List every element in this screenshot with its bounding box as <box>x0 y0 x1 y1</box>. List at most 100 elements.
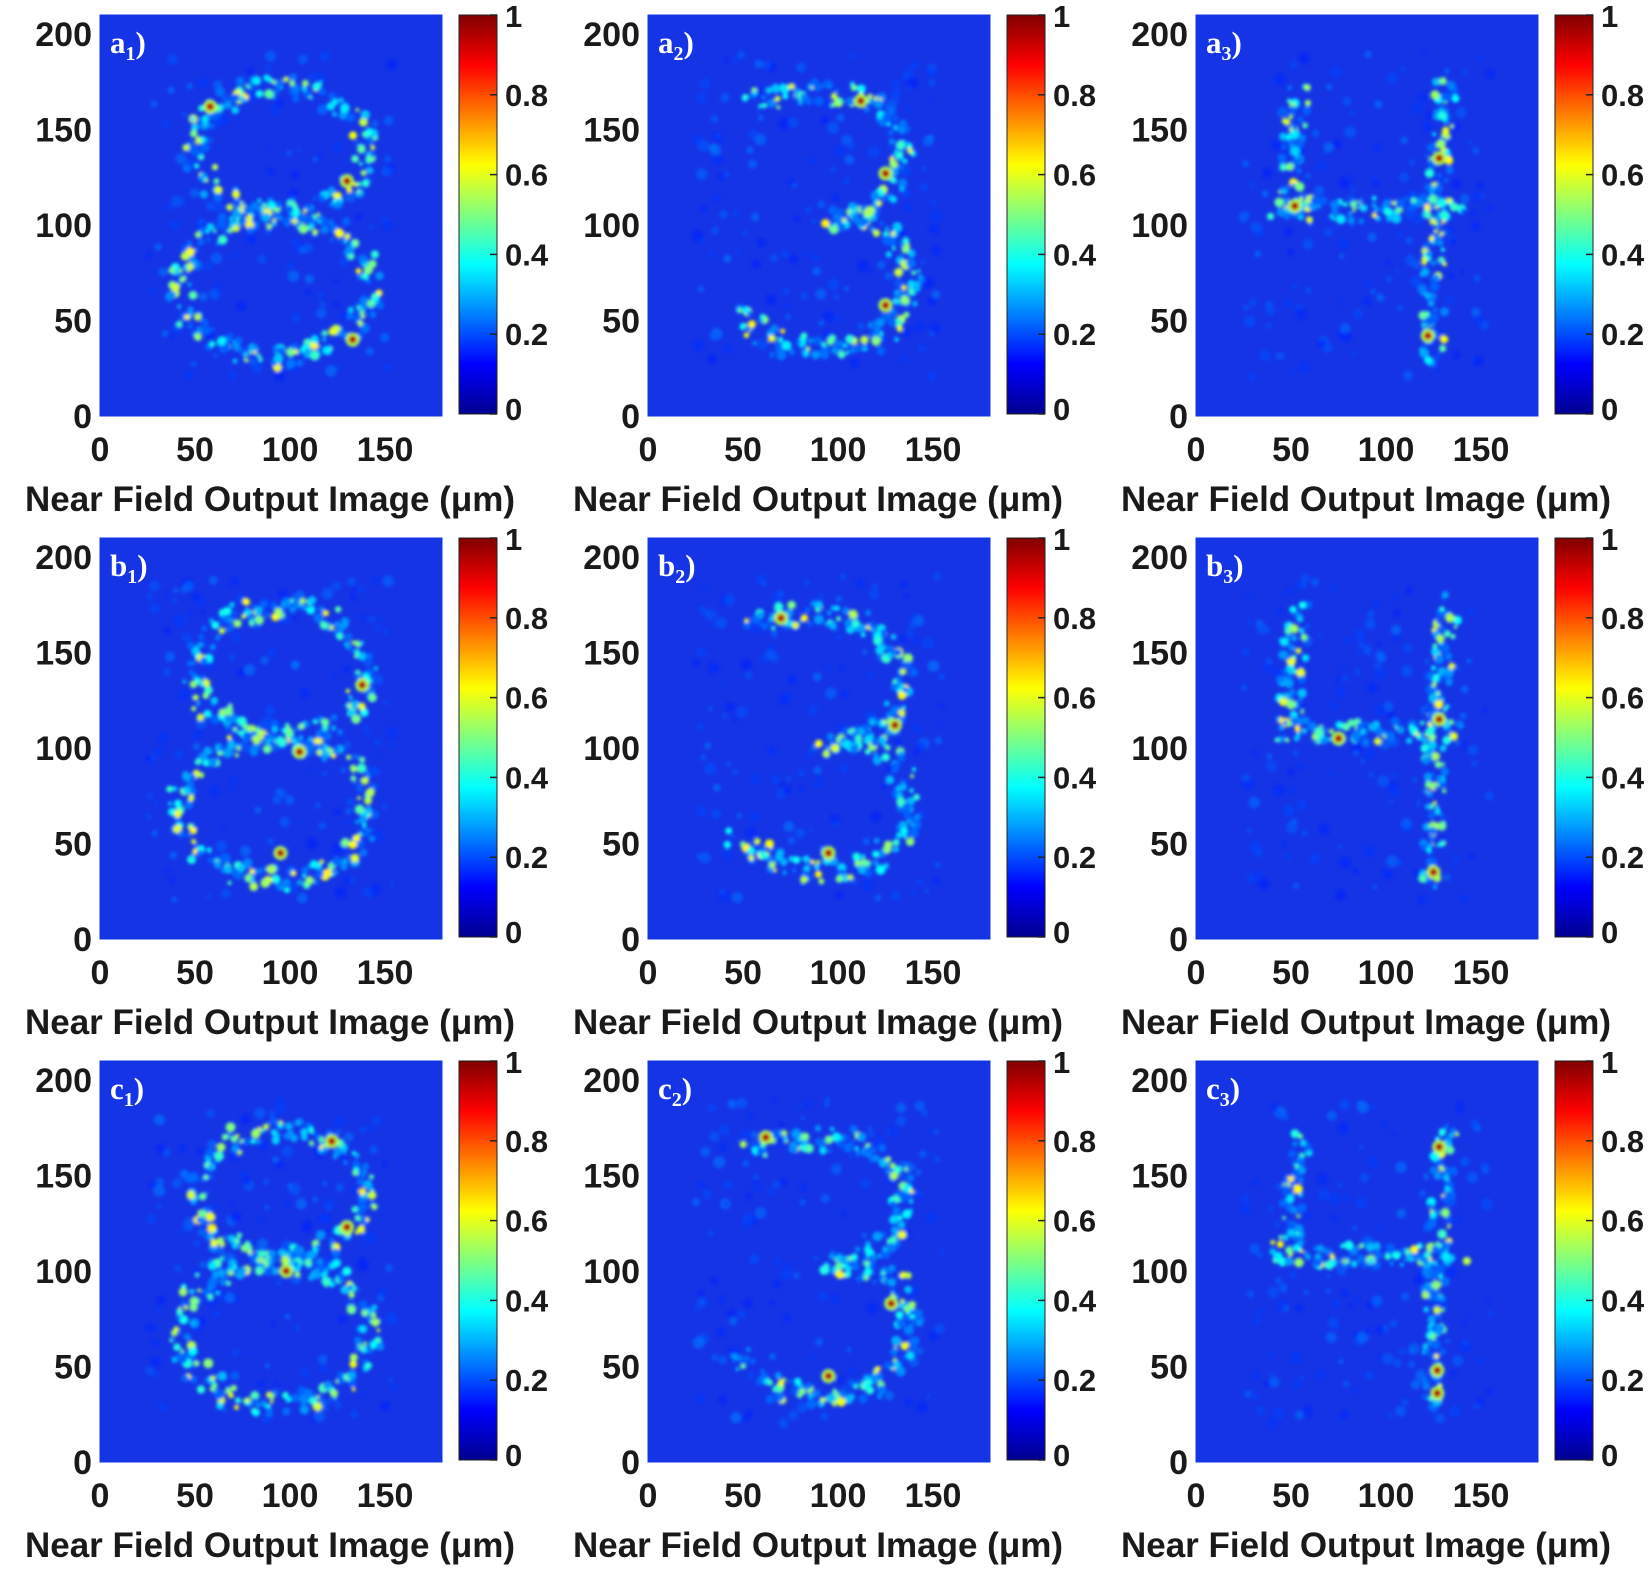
speckle-dot <box>868 332 875 339</box>
speckle-dot <box>762 1152 768 1158</box>
speckle-dot <box>327 219 335 226</box>
speckle-dot <box>359 756 366 763</box>
background-speckle <box>382 221 393 232</box>
speckle-dot <box>1298 196 1304 202</box>
speckle-dot <box>375 271 384 281</box>
background-speckle <box>886 765 893 772</box>
speckle-dot <box>1442 262 1447 267</box>
speckle-dot <box>863 1383 870 1390</box>
speckle-dot <box>911 270 917 276</box>
background-speckle <box>1302 1405 1314 1417</box>
speckle-dot <box>1436 634 1445 644</box>
background-speckle <box>1448 1216 1457 1225</box>
speckle-dot <box>216 1402 224 1410</box>
speckle-dot <box>285 205 294 214</box>
speckle-dot <box>327 186 336 194</box>
speckle-dot <box>338 111 347 120</box>
background-speckle <box>717 173 725 181</box>
background-speckle <box>770 774 781 785</box>
background-speckle <box>337 1315 346 1324</box>
speckle-dot <box>1297 156 1303 163</box>
hotspot-core <box>1423 331 1432 340</box>
speckle-dot <box>1421 844 1429 852</box>
panel-paren: ) <box>1232 25 1242 60</box>
speckle-dot <box>742 305 750 314</box>
speckle-dot <box>835 1254 843 1262</box>
background-speckle <box>833 294 839 300</box>
background-speckle <box>170 195 183 208</box>
y-tick-label: 50 <box>602 1349 640 1387</box>
speckle-dot <box>271 1267 279 1276</box>
background-speckle <box>314 1410 326 1422</box>
colorbar-tick-label: 0.4 <box>1053 1283 1097 1318</box>
speckle-dot <box>1436 691 1441 696</box>
speckle-dot <box>804 97 813 106</box>
speckle-dot <box>1420 267 1430 277</box>
x-tick-label: 100 <box>262 954 319 992</box>
background-speckle <box>871 1279 877 1285</box>
background-speckle <box>917 1194 923 1200</box>
speckle-dot <box>369 1340 378 1350</box>
background-speckle <box>213 202 224 213</box>
background-speckle <box>1468 1311 1473 1316</box>
speckle-dot <box>864 106 870 112</box>
speckle-dot <box>1281 668 1288 675</box>
background-speckle <box>156 1203 163 1210</box>
hotspot-core <box>824 849 833 858</box>
background-speckle <box>796 1402 808 1413</box>
background-speckle <box>1364 618 1376 630</box>
background-speckle <box>787 674 798 685</box>
speckle-dot <box>280 1255 290 1265</box>
background-speckle <box>1364 1371 1374 1380</box>
colorbar-tick-label: 0 <box>1053 1438 1070 1473</box>
panel-paren: ) <box>137 548 147 583</box>
speckle-dot <box>291 738 297 744</box>
background-speckle <box>153 1114 166 1126</box>
background-speckle <box>338 257 349 267</box>
speckle-dot <box>1438 1294 1446 1302</box>
speckle-dot <box>260 208 264 212</box>
speckle-dot <box>1282 1184 1290 1193</box>
speckle-dot <box>848 202 856 210</box>
speckle-dot <box>911 820 922 830</box>
speckle-dot <box>1440 1207 1451 1218</box>
speckle-dot <box>1430 90 1440 100</box>
speckle-dot <box>910 774 914 779</box>
background-speckle <box>1263 1380 1271 1387</box>
background-speckle <box>1275 351 1285 361</box>
background-speckle <box>1271 667 1282 678</box>
background-speckle <box>323 1198 335 1210</box>
speckle-dot <box>195 1273 200 1278</box>
background-speckle <box>848 849 853 854</box>
x-tick-label: 50 <box>724 954 762 992</box>
background-speckle <box>724 171 730 178</box>
background-speckle <box>274 370 285 382</box>
background-speckle <box>274 1103 286 1115</box>
speckle-dot <box>1385 1243 1395 1253</box>
background-speckle <box>365 1124 373 1132</box>
speckle-dot <box>885 1168 891 1175</box>
speckle-dot <box>814 1125 822 1132</box>
x-axis-label: Near Field Output Image (μm) <box>25 1003 515 1042</box>
background-speckle <box>186 83 194 90</box>
speckle-dot <box>1432 132 1437 137</box>
background-speckle <box>753 1183 762 1192</box>
background-speckle <box>908 622 916 629</box>
panel-subscript: 3 <box>1220 1089 1230 1111</box>
speckle-dot <box>176 1308 184 1316</box>
speckle-dot <box>262 866 268 872</box>
background-speckle <box>222 1408 228 1414</box>
background-speckle <box>1241 774 1250 783</box>
speckle-dot <box>1437 677 1443 683</box>
background-speckle <box>894 278 904 288</box>
speckle-dot <box>1291 635 1298 642</box>
speckle-dot <box>892 297 899 305</box>
colorbar <box>458 1060 498 1461</box>
speckle-dot <box>202 120 209 127</box>
speckle-dot <box>761 102 768 109</box>
speckle-dot <box>349 1353 358 1362</box>
speckle-dot <box>275 78 284 87</box>
plot-frame <box>1195 537 1539 940</box>
background-speckle <box>929 322 941 334</box>
speckle-dot <box>747 846 755 855</box>
